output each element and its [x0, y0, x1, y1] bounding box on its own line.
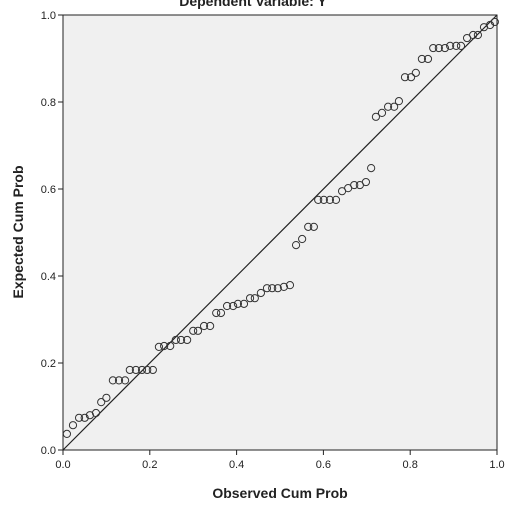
y-tick-label: 0.4 [41, 271, 56, 283]
x-tick-label: 1.0 [489, 459, 504, 471]
reference-line [62, 14, 498, 451]
point [102, 393, 111, 402]
point [114, 376, 124, 385]
point [176, 335, 186, 345]
point [256, 288, 266, 298]
point [377, 108, 387, 117]
point [469, 30, 478, 40]
point [137, 365, 147, 375]
point [325, 195, 335, 204]
point [490, 17, 499, 27]
point [285, 281, 295, 290]
point [62, 429, 72, 439]
point [154, 342, 164, 352]
point [199, 321, 209, 331]
point [309, 222, 318, 231]
point [400, 73, 410, 82]
point [291, 241, 301, 250]
x-tick-label: 0.4 [229, 459, 244, 471]
y-axis-title: Expected Cum Prob [10, 165, 26, 298]
point [171, 335, 180, 345]
point [222, 301, 232, 311]
point [434, 43, 443, 53]
point [417, 54, 427, 64]
point [206, 321, 215, 331]
point [361, 177, 371, 187]
point [97, 398, 106, 407]
point [383, 102, 393, 111]
point [367, 164, 376, 173]
point [262, 284, 272, 293]
point [108, 376, 118, 385]
point [74, 413, 84, 422]
point [456, 41, 466, 50]
point [216, 308, 226, 318]
point [68, 421, 78, 430]
point [189, 326, 198, 335]
x-tick-label: 0.8 [403, 459, 418, 471]
point [350, 180, 359, 190]
point [423, 54, 433, 64]
point [314, 195, 323, 204]
point [331, 195, 341, 204]
x-axis-title: Observed Cum Prob [212, 485, 347, 501]
point [298, 234, 307, 244]
point [390, 102, 399, 111]
point [268, 284, 277, 293]
point [120, 376, 130, 385]
point [131, 365, 141, 375]
point [245, 294, 255, 303]
chart-title: Dependent Variable: Y [179, 0, 327, 9]
point [183, 335, 192, 345]
point [411, 68, 420, 77]
point [91, 408, 101, 418]
point [233, 299, 243, 308]
point [273, 284, 282, 293]
point [212, 308, 221, 318]
y-tick-label: 0.0 [41, 445, 56, 457]
point [166, 341, 175, 351]
point [239, 299, 249, 308]
point [371, 112, 381, 121]
point [160, 341, 169, 351]
point [229, 301, 238, 311]
point [304, 222, 313, 231]
point [193, 326, 203, 335]
point [446, 41, 455, 50]
x-tick-label: 0.2 [142, 459, 157, 471]
point [429, 43, 438, 53]
point [406, 73, 416, 82]
y-tick-label: 0.2 [41, 358, 56, 370]
point [125, 365, 134, 375]
x-tick-label: 0.6 [316, 459, 331, 471]
point [319, 195, 328, 204]
point [250, 294, 259, 303]
point [143, 365, 152, 375]
x-tick-label: 0.0 [55, 459, 70, 471]
point [452, 41, 461, 50]
point [279, 282, 289, 291]
point [394, 97, 404, 106]
point [148, 365, 157, 375]
point [80, 413, 89, 422]
y-tick-label: 0.6 [41, 184, 56, 196]
y-tick-label: 0.8 [41, 97, 56, 109]
point [440, 43, 450, 53]
point [473, 30, 483, 40]
y-tick-label: 1.0 [41, 10, 56, 22]
